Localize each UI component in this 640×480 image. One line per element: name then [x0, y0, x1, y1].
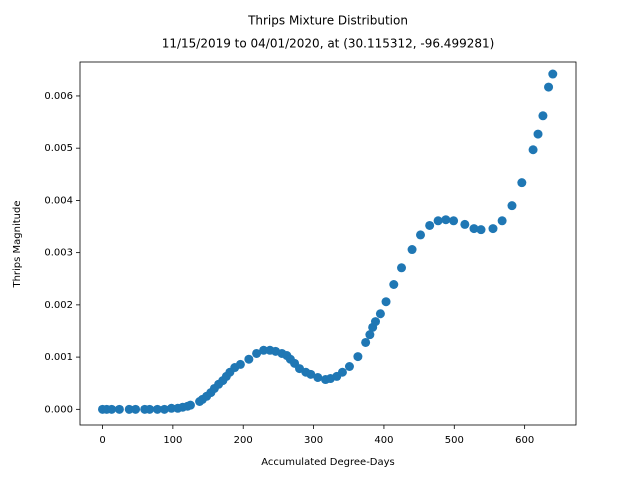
- data-point: [548, 69, 558, 79]
- data-point: [425, 220, 435, 230]
- y-tick-label: 0.005: [44, 143, 73, 154]
- y-axis-label: Thrips Magnitude: [12, 200, 23, 288]
- x-tick-label: 500: [445, 435, 464, 446]
- data-point: [460, 219, 470, 229]
- data-point: [397, 263, 407, 273]
- data-point: [337, 367, 347, 377]
- data-point: [433, 216, 443, 226]
- data-point: [365, 330, 375, 340]
- data-point: [166, 403, 176, 413]
- data-point: [259, 345, 269, 355]
- data-point: [533, 129, 543, 139]
- data-point: [114, 404, 124, 414]
- data-point: [469, 224, 479, 234]
- data-point: [306, 369, 316, 379]
- data-point: [159, 404, 169, 414]
- y-tick-label: 0.004: [44, 195, 73, 206]
- x-tick-label: 400: [374, 435, 393, 446]
- data-point: [344, 362, 354, 372]
- data-point: [476, 225, 486, 235]
- y-tick-label: 0.003: [44, 248, 73, 259]
- x-axis-label: Accumulated Degree-Days: [261, 457, 395, 468]
- data-point: [235, 359, 245, 369]
- data-point: [416, 230, 426, 240]
- plot-frame: [79, 61, 577, 426]
- data-point: [145, 404, 155, 414]
- x-tick-label: 0: [99, 435, 105, 446]
- y-tick-label: 0.006: [44, 91, 73, 102]
- data-point: [107, 404, 117, 414]
- chart-title: Thrips Mixture Distribution: [247, 14, 408, 28]
- data-point: [313, 372, 323, 382]
- x-tick-label: 200: [234, 435, 253, 446]
- data-point: [507, 201, 517, 211]
- data-point: [361, 337, 371, 347]
- y-tick-label: 0.002: [44, 300, 73, 311]
- data-point: [441, 215, 451, 225]
- y-tick-label: 0.001: [44, 352, 73, 363]
- x-tick-label: 100: [163, 435, 182, 446]
- data-point: [185, 400, 195, 410]
- data-point: [370, 317, 380, 327]
- data-point: [244, 354, 254, 364]
- data-point: [252, 348, 262, 358]
- data-point: [538, 111, 548, 121]
- data-point: [381, 297, 391, 307]
- data-point: [124, 404, 134, 414]
- data-point: [528, 145, 538, 155]
- y-tick-label: 0.000: [44, 404, 73, 415]
- data-point: [152, 404, 162, 414]
- data-point: [497, 216, 507, 226]
- data-point: [517, 178, 527, 188]
- data-point: [449, 216, 459, 226]
- data-point: [407, 245, 417, 255]
- data-point: [353, 352, 363, 362]
- data-point: [544, 82, 554, 92]
- x-tick-label: 600: [515, 435, 534, 446]
- data-point: [375, 309, 385, 319]
- data-point: [488, 224, 498, 234]
- data-point: [131, 404, 141, 414]
- x-tick-label: 300: [304, 435, 323, 446]
- chart-subtitle: 11/15/2019 to 04/01/2020, at (30.115312,…: [162, 37, 495, 51]
- data-point: [389, 280, 399, 290]
